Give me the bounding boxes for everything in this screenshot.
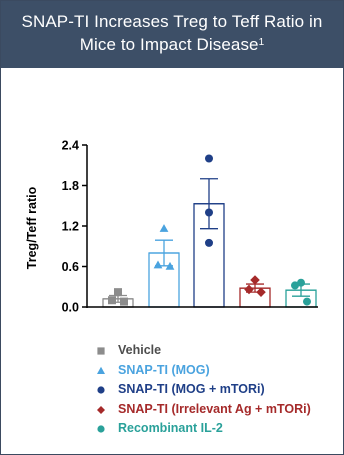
legend-label: Recombinant IL-2 xyxy=(118,421,223,435)
circle-marker-icon xyxy=(97,425,105,433)
y-tick-label: 1.8 xyxy=(62,179,79,193)
legend-item: Recombinant IL-2 xyxy=(95,419,342,439)
data-point xyxy=(303,297,311,306)
chart-title-text: Mice to Impact Disease xyxy=(79,35,259,54)
chart-legend: Vehicle SNAP-TI (MOG) SNAP-TI (MOG + mTORi… xyxy=(95,341,342,439)
square-marker-icon xyxy=(97,347,105,355)
circle-marker-icon xyxy=(97,386,105,394)
chart-title-line-2: Mice to Impact Disease1 xyxy=(1,33,343,56)
legend-label: SNAP-TI (MOG + mTORi) xyxy=(118,382,265,396)
y-tick-label: 1.2 xyxy=(62,220,79,234)
legend-label: SNAP-TI (MOG) xyxy=(118,362,210,377)
data-point xyxy=(205,208,213,217)
chart-header: SNAP-TI Increases Treg to Teff Ratio in … xyxy=(1,1,343,68)
triangle-marker-icon xyxy=(97,366,105,374)
data-point xyxy=(153,260,163,269)
y-tick-label: 0.0 xyxy=(62,301,79,315)
data-point xyxy=(108,296,116,305)
legend-label: Vehicle xyxy=(118,343,162,357)
data-point xyxy=(291,281,299,290)
diamond-marker-icon xyxy=(97,405,105,414)
data-point xyxy=(120,297,128,306)
data-point xyxy=(114,288,122,297)
legend-label: SNAP-TI (Irrelevant Ag + mTORi) xyxy=(118,401,311,416)
legend-item: SNAP-TI (MOG) xyxy=(95,361,342,381)
data-point xyxy=(165,261,175,270)
legend-item: SNAP-TI (MOG + mTORi) xyxy=(95,380,342,400)
chart-title-line-1: SNAP-TI Increases Treg to Teff Ratio in xyxy=(21,12,323,31)
data-point xyxy=(205,238,213,247)
data-point xyxy=(205,154,213,163)
y-axis-label: Treg/Teff ratio xyxy=(25,186,39,269)
title-footnote: 1 xyxy=(258,37,265,48)
data-point xyxy=(297,278,305,287)
data-point xyxy=(159,224,169,232)
legend-item: SNAP-TI (Irrelevant Ag + mTORi) xyxy=(95,400,342,420)
y-tick-label: 2.4 xyxy=(62,139,79,153)
legend-item: Vehicle xyxy=(95,341,342,361)
data-point xyxy=(250,275,260,285)
data-point xyxy=(256,287,266,297)
y-tick-label: 0.6 xyxy=(62,260,79,274)
data-point xyxy=(244,284,254,295)
